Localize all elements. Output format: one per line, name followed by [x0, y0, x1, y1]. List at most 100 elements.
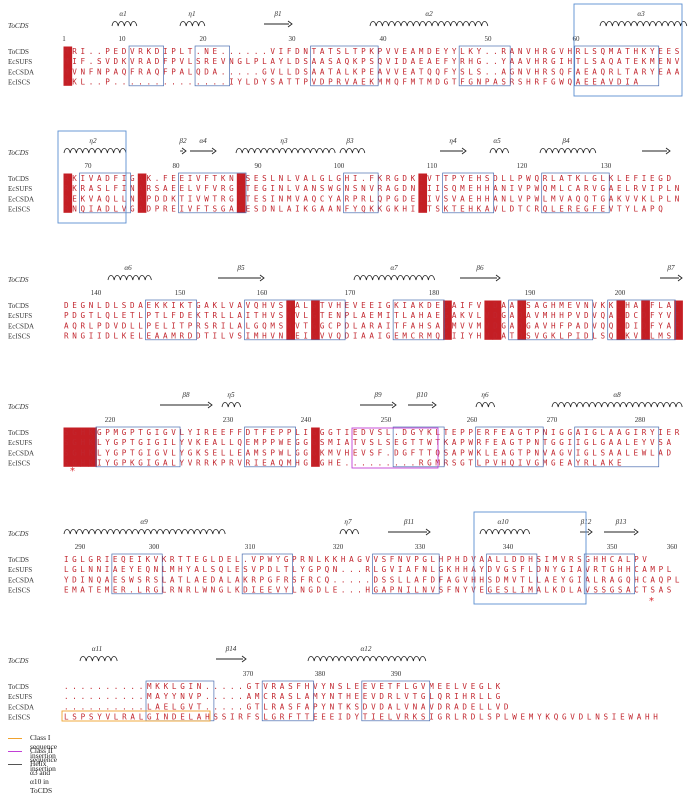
residue: D [584, 311, 589, 320]
residue: V [295, 321, 300, 330]
residue: R [246, 459, 251, 468]
residue: A [452, 311, 457, 320]
residue-number: 60 [573, 35, 581, 43]
residue: H [634, 575, 639, 584]
residue: G [196, 301, 201, 310]
residue: Q [427, 67, 432, 76]
residue: F [567, 67, 572, 76]
residue: . [97, 78, 102, 87]
residue: C [642, 575, 647, 584]
residue: V [518, 184, 523, 193]
residue: G [97, 428, 102, 437]
residue: L [162, 586, 167, 595]
residue: E [188, 311, 193, 320]
residue: P [155, 205, 160, 214]
residue: K [642, 194, 647, 203]
residue: A [349, 555, 354, 564]
residue: . [229, 47, 234, 56]
residue: E [493, 448, 498, 457]
residue: G [413, 682, 418, 691]
residue: D [130, 301, 135, 310]
residue: G [229, 184, 234, 193]
residue: H [455, 565, 460, 574]
residue: M [64, 47, 69, 56]
residue: D [512, 555, 517, 564]
residue: E [155, 321, 160, 330]
residue: P [658, 194, 663, 203]
residue: V [371, 682, 376, 691]
residue: A [427, 311, 432, 320]
residue: D [105, 174, 110, 183]
residue: . [89, 692, 94, 701]
residue: A [576, 321, 581, 330]
residue: A [213, 438, 218, 447]
residue: P [361, 47, 366, 56]
residue: V [386, 57, 391, 66]
residue: R [213, 311, 218, 320]
residue: . [89, 47, 94, 56]
residue: L [122, 194, 127, 203]
residue: S [122, 301, 127, 310]
residue: P [97, 321, 102, 330]
residue: T [468, 459, 473, 468]
residue: L [235, 555, 240, 564]
residue: V [462, 682, 467, 691]
residue: Q [435, 67, 440, 76]
residue: . [262, 47, 267, 56]
residue: Y [279, 57, 284, 66]
residue: L [374, 565, 379, 574]
residue: H [618, 565, 623, 574]
residue: E [130, 332, 135, 341]
residue: R [460, 57, 465, 66]
residue: . [485, 57, 490, 66]
residue: D [402, 184, 407, 193]
residue: V [374, 555, 379, 564]
ss-label: η2 [89, 137, 97, 145]
residue: F [444, 57, 449, 66]
residue: A [89, 184, 94, 193]
residue: N [287, 301, 292, 310]
residue: P [262, 438, 267, 447]
similarity-box [343, 172, 379, 214]
residue: . [180, 78, 185, 87]
residue: N [204, 47, 209, 56]
legend-swatch-class-ii [8, 751, 22, 752]
residue: L [479, 713, 484, 722]
residue: T [130, 311, 135, 320]
residue: W [642, 448, 647, 457]
residue: T [237, 184, 242, 193]
residue-number: 260 [467, 416, 478, 424]
residue: I [64, 555, 69, 564]
residue: E [477, 428, 482, 437]
residue: G [328, 428, 333, 437]
residue: F [592, 205, 597, 214]
residue: G [394, 194, 399, 203]
residue: P [361, 67, 366, 76]
residue: L [97, 301, 102, 310]
residue: W [628, 713, 633, 722]
residue: A [312, 67, 317, 76]
residue: A [130, 713, 135, 722]
residue: Y [452, 47, 457, 56]
residue: L [592, 332, 597, 341]
residue: A [295, 301, 300, 310]
residue: I [246, 311, 251, 320]
residue: G [551, 459, 556, 468]
residue: G [155, 438, 160, 447]
residue: T [197, 702, 202, 711]
residue: E [600, 205, 605, 214]
residue: A [666, 438, 671, 447]
residue: F [204, 184, 209, 193]
residue: A [388, 702, 393, 711]
residue: H [567, 47, 572, 56]
residue: M [147, 682, 152, 691]
residue: V [229, 332, 234, 341]
residue: E [452, 428, 457, 437]
residue: . [357, 575, 362, 584]
residue: A [675, 67, 680, 76]
residue: R [280, 713, 285, 722]
residue: A [447, 575, 452, 584]
residue: G [155, 459, 160, 468]
residue: L [64, 565, 69, 574]
residue-number: 330 [415, 543, 426, 551]
